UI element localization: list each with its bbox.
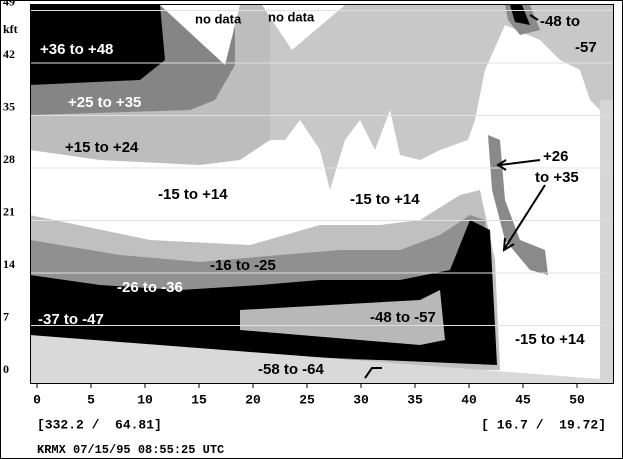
x-tick-label: 35 bbox=[407, 392, 423, 407]
x-tick-label: 30 bbox=[353, 392, 369, 407]
x-tick-label: 25 bbox=[299, 392, 315, 407]
region-label: +15 to +24 bbox=[65, 139, 139, 156]
y-tick-label: 49 bbox=[3, 0, 15, 8]
x-tick-label: 10 bbox=[137, 392, 153, 407]
x-tick-label: 15 bbox=[191, 392, 207, 407]
region-label: -15 to +14 bbox=[158, 186, 228, 203]
y-tick-label: 21 bbox=[3, 204, 15, 218]
right-coords: [ 16.7 / 19.72] bbox=[481, 417, 606, 432]
region-label: -48 to bbox=[540, 13, 580, 30]
station-time: KRMX 07/15/95 08:55:25 UTC bbox=[37, 443, 224, 457]
x-tick-label: 0 bbox=[33, 392, 41, 407]
region-label: -15 to +14 bbox=[515, 331, 585, 348]
x-tick-label: 45 bbox=[515, 392, 531, 407]
y-tick-label: 14 bbox=[3, 257, 15, 271]
region-label: -15 to +14 bbox=[350, 191, 420, 208]
region-label: +25 to +35 bbox=[68, 94, 141, 111]
region-label: -16 to -25 bbox=[210, 257, 276, 274]
x-tick-label: 20 bbox=[245, 392, 261, 407]
y-tick-label: 42 bbox=[3, 47, 15, 61]
region-label: -37 to -47 bbox=[38, 311, 104, 328]
left-coords: [332.2 / 64.81] bbox=[37, 417, 162, 432]
y-tick-label: 0 bbox=[3, 362, 9, 376]
region-label: -58 to -64 bbox=[258, 361, 325, 378]
y-tick-label: 35 bbox=[3, 99, 15, 113]
y-tick-label: 7 bbox=[3, 309, 9, 323]
x-tick-label: 5 bbox=[87, 392, 95, 407]
no-data-label: no data bbox=[268, 9, 315, 24]
x-tick-label: 40 bbox=[461, 392, 477, 407]
region-label: +26 bbox=[543, 148, 568, 165]
no-data-label: no data bbox=[195, 11, 242, 26]
region-label: -48 to -57 bbox=[370, 309, 436, 326]
region-label: -26 to -36 bbox=[117, 279, 183, 296]
region-label: to +35 bbox=[535, 169, 579, 186]
radar-display: 0 7 14 21 28 35 42 49 kft 0 5 10 15 20 25 30 35 40 45 50 no … bbox=[0, 0, 623, 459]
region-label: -57 bbox=[575, 39, 597, 56]
x-tick-label: 50 bbox=[569, 392, 585, 407]
y-unit: kft bbox=[3, 22, 18, 36]
region-label: +36 to +48 bbox=[40, 41, 113, 58]
y-tick-label: 28 bbox=[3, 152, 15, 166]
